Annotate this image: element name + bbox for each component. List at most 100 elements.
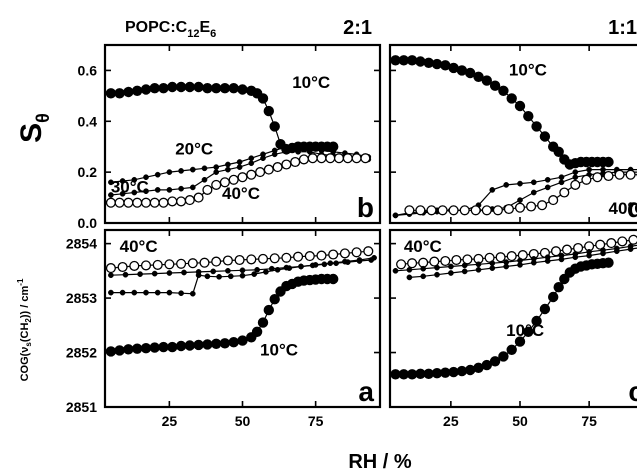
ylabel-order-parameter: Sθ xyxy=(15,113,53,143)
series-20c xyxy=(406,246,637,281)
data-point xyxy=(544,258,551,264)
series-40c: 40°C xyxy=(396,234,637,270)
data-point xyxy=(572,254,579,261)
series-label: 10°C xyxy=(506,321,544,340)
data-point xyxy=(236,159,243,165)
data-point xyxy=(239,267,246,274)
series-label: 10°C xyxy=(292,73,330,92)
data-point xyxy=(526,201,537,212)
data-point xyxy=(448,270,454,276)
data-point xyxy=(396,259,407,270)
data-point xyxy=(290,156,301,168)
data-point xyxy=(255,167,266,178)
data-point xyxy=(158,197,169,208)
data-point xyxy=(628,234,637,245)
data-point xyxy=(304,251,315,262)
data-point xyxy=(213,169,220,175)
data-point xyxy=(131,289,138,296)
data-point xyxy=(625,169,636,180)
data-point xyxy=(225,161,231,168)
panel-d: 10°C 40°Cd xyxy=(388,43,637,225)
data-point xyxy=(484,252,495,263)
data-point xyxy=(498,351,509,362)
data-point xyxy=(181,269,187,276)
data-point xyxy=(592,172,603,183)
data-point xyxy=(164,259,175,270)
data-point xyxy=(108,179,114,186)
data-point xyxy=(105,88,117,99)
data-point xyxy=(211,256,222,267)
data-point xyxy=(286,265,293,271)
data-point xyxy=(189,290,196,297)
data-point xyxy=(489,260,496,267)
data-point xyxy=(503,203,514,215)
data-point xyxy=(210,268,217,275)
data-point xyxy=(216,273,222,280)
data-point xyxy=(531,121,542,132)
x-tick-label: 25 xyxy=(443,413,459,429)
series-20c xyxy=(108,257,375,297)
data-point xyxy=(627,246,634,252)
ylabel-cog: COG(νs(CH2)) / cm-1 xyxy=(16,278,33,381)
data-point xyxy=(167,341,178,353)
data-point xyxy=(210,338,222,350)
data-point xyxy=(295,148,301,155)
data-point xyxy=(105,263,116,274)
data-point xyxy=(202,82,213,94)
data-point xyxy=(154,289,161,296)
panel-c: 25 50 75 40°C 10°C c xyxy=(388,228,637,429)
data-point xyxy=(246,254,257,265)
series-10c: 10°C xyxy=(390,257,614,380)
series-label: 30°C xyxy=(111,177,149,196)
data-point xyxy=(167,196,178,207)
data-point xyxy=(489,80,501,91)
data-point xyxy=(506,251,517,262)
data-point xyxy=(316,250,327,261)
data-point xyxy=(131,85,143,97)
data-point xyxy=(283,148,290,155)
panel-letter: b xyxy=(357,192,374,223)
data-point xyxy=(269,121,280,132)
series-line xyxy=(110,86,334,150)
data-point xyxy=(550,246,562,257)
data-point xyxy=(514,202,526,213)
data-point xyxy=(553,282,564,293)
data-point xyxy=(149,197,160,208)
data-point xyxy=(434,264,440,271)
data-point xyxy=(123,344,134,355)
data-point xyxy=(184,340,196,351)
data-point xyxy=(407,258,418,269)
data-point xyxy=(461,268,468,275)
y-tick-label: 0.4 xyxy=(78,113,98,129)
data-point xyxy=(176,258,187,269)
data-point xyxy=(114,197,125,208)
data-point xyxy=(187,258,198,269)
x-tick-label: 50 xyxy=(512,413,528,429)
data-point xyxy=(108,272,114,279)
title-composition: POPC:C12E6 xyxy=(125,19,216,40)
data-point xyxy=(506,93,517,104)
data-point xyxy=(415,205,426,216)
data-point xyxy=(548,291,559,303)
data-point xyxy=(129,260,140,271)
series-10c: 10°C xyxy=(105,73,339,155)
data-point xyxy=(274,266,281,273)
data-point xyxy=(114,345,125,356)
data-point xyxy=(225,267,231,274)
data-point xyxy=(459,205,470,216)
y-tick-label: 2854 xyxy=(66,236,97,252)
data-point xyxy=(559,187,570,198)
data-point xyxy=(489,187,496,193)
data-point xyxy=(606,238,617,249)
data-point xyxy=(325,153,336,164)
data-point xyxy=(392,212,399,219)
ratio-label-right: 1:1 xyxy=(608,17,637,39)
data-point xyxy=(228,82,239,94)
data-point xyxy=(158,341,169,353)
data-point xyxy=(530,259,537,266)
data-point xyxy=(328,273,339,285)
data-point xyxy=(119,289,126,296)
y-tick-label: 2852 xyxy=(66,345,97,361)
data-point xyxy=(178,185,184,192)
data-point xyxy=(137,271,143,277)
